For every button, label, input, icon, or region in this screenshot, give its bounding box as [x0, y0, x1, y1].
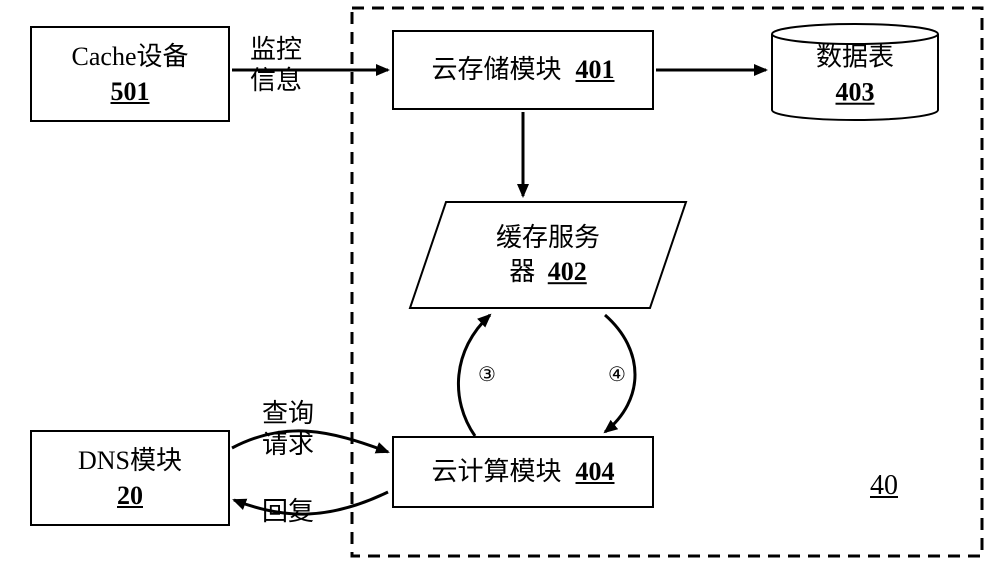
- edge-label-line: 请求: [262, 430, 314, 459]
- node-cloud-compute: 云计算模块 404: [392, 436, 654, 508]
- node-dns: DNS模块 20: [30, 430, 230, 526]
- node-cloud-storage: 云存储模块 401: [392, 30, 654, 110]
- edge-label-line: 查询: [262, 399, 314, 428]
- node-number: 401: [576, 52, 615, 87]
- node-label: DNS模块: [78, 443, 182, 478]
- node-number: 402: [548, 257, 587, 286]
- node-label: 缓存服务: [496, 223, 600, 252]
- edge-label-line: 信息: [250, 66, 302, 95]
- node-data-table: 数据表 403: [770, 22, 940, 122]
- edge-label-reply: 回复: [262, 496, 314, 527]
- region-label: 40: [870, 470, 898, 502]
- node-label: 云计算模块: [431, 454, 561, 489]
- diagram-canvas: Cache设备 501 云存储模块 401 数据表 403 缓存服务 器 402: [0, 0, 1000, 567]
- node-label: Cache设备: [72, 39, 189, 74]
- node-number: 501: [111, 74, 150, 109]
- badge-3: ③: [478, 362, 496, 387]
- node-cache-device: Cache设备 501: [30, 26, 230, 122]
- edge-label-monitor: 监控 信息: [250, 34, 302, 96]
- node-number: 403: [836, 78, 875, 107]
- node-label-2: 器: [509, 257, 535, 286]
- edge-label-query: 查询 请求: [262, 398, 314, 460]
- node-cache-server: 缓存服务 器 402: [408, 200, 688, 310]
- badge-4: ④: [608, 362, 626, 387]
- node-number: 20: [117, 478, 143, 513]
- node-label: 云存储模块: [431, 52, 561, 87]
- node-label: 数据表: [816, 43, 894, 72]
- node-number: 404: [576, 454, 615, 489]
- edge-label-line: 监控: [250, 35, 302, 64]
